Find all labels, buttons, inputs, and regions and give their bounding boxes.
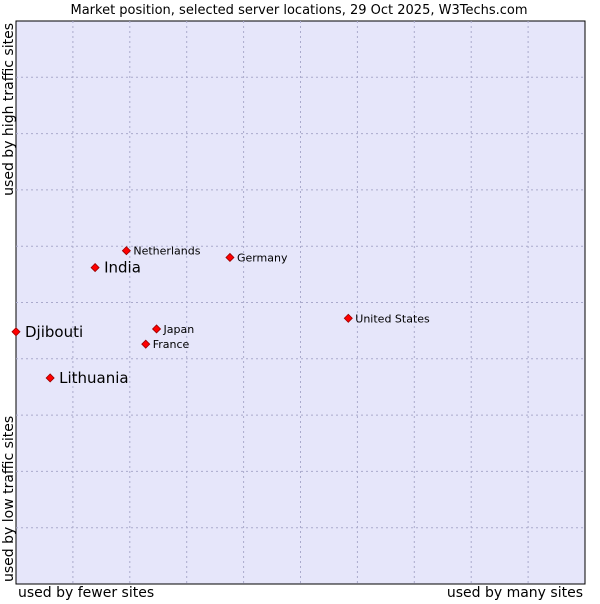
point-lithuania: Lithuania <box>45 369 129 387</box>
marker-united-states <box>343 313 353 323</box>
point-germany: Germany <box>225 251 288 264</box>
label-japan: Japan <box>163 323 195 336</box>
point-japan: Japan <box>151 323 195 336</box>
marker-netherlands <box>121 246 131 256</box>
marker-japan <box>151 324 162 334</box>
point-djibouti: Djibouti <box>11 323 83 341</box>
label-france: France <box>153 338 190 351</box>
x-axis-label-right: used by many sites <box>447 585 583 600</box>
label-djibouti: Djibouti <box>25 323 83 341</box>
point-netherlands: Netherlands <box>121 245 201 258</box>
marker-germany <box>225 252 235 263</box>
label-lithuania: Lithuania <box>59 369 128 387</box>
marker-india <box>90 263 100 273</box>
grid-lines <box>16 21 585 584</box>
point-india: India <box>90 259 141 277</box>
label-netherlands: Netherlands <box>133 245 200 258</box>
chart-title: Market position, selected server locatio… <box>70 3 527 18</box>
label-germany: Germany <box>237 251 288 264</box>
y-axis-label-top: used by high traffic sites <box>1 23 17 196</box>
label-united-states: United States <box>355 312 430 325</box>
marker-lithuania <box>45 373 55 383</box>
marker-france <box>141 339 151 349</box>
y-axis-label-bottom: used by low traffic sites <box>1 416 17 582</box>
marker-djibouti <box>11 327 21 337</box>
point-france: France <box>141 338 190 351</box>
x-axis-label-left: used by fewer sites <box>18 585 154 600</box>
label-india: India <box>104 259 141 277</box>
point-united-states: United States <box>343 312 430 325</box>
